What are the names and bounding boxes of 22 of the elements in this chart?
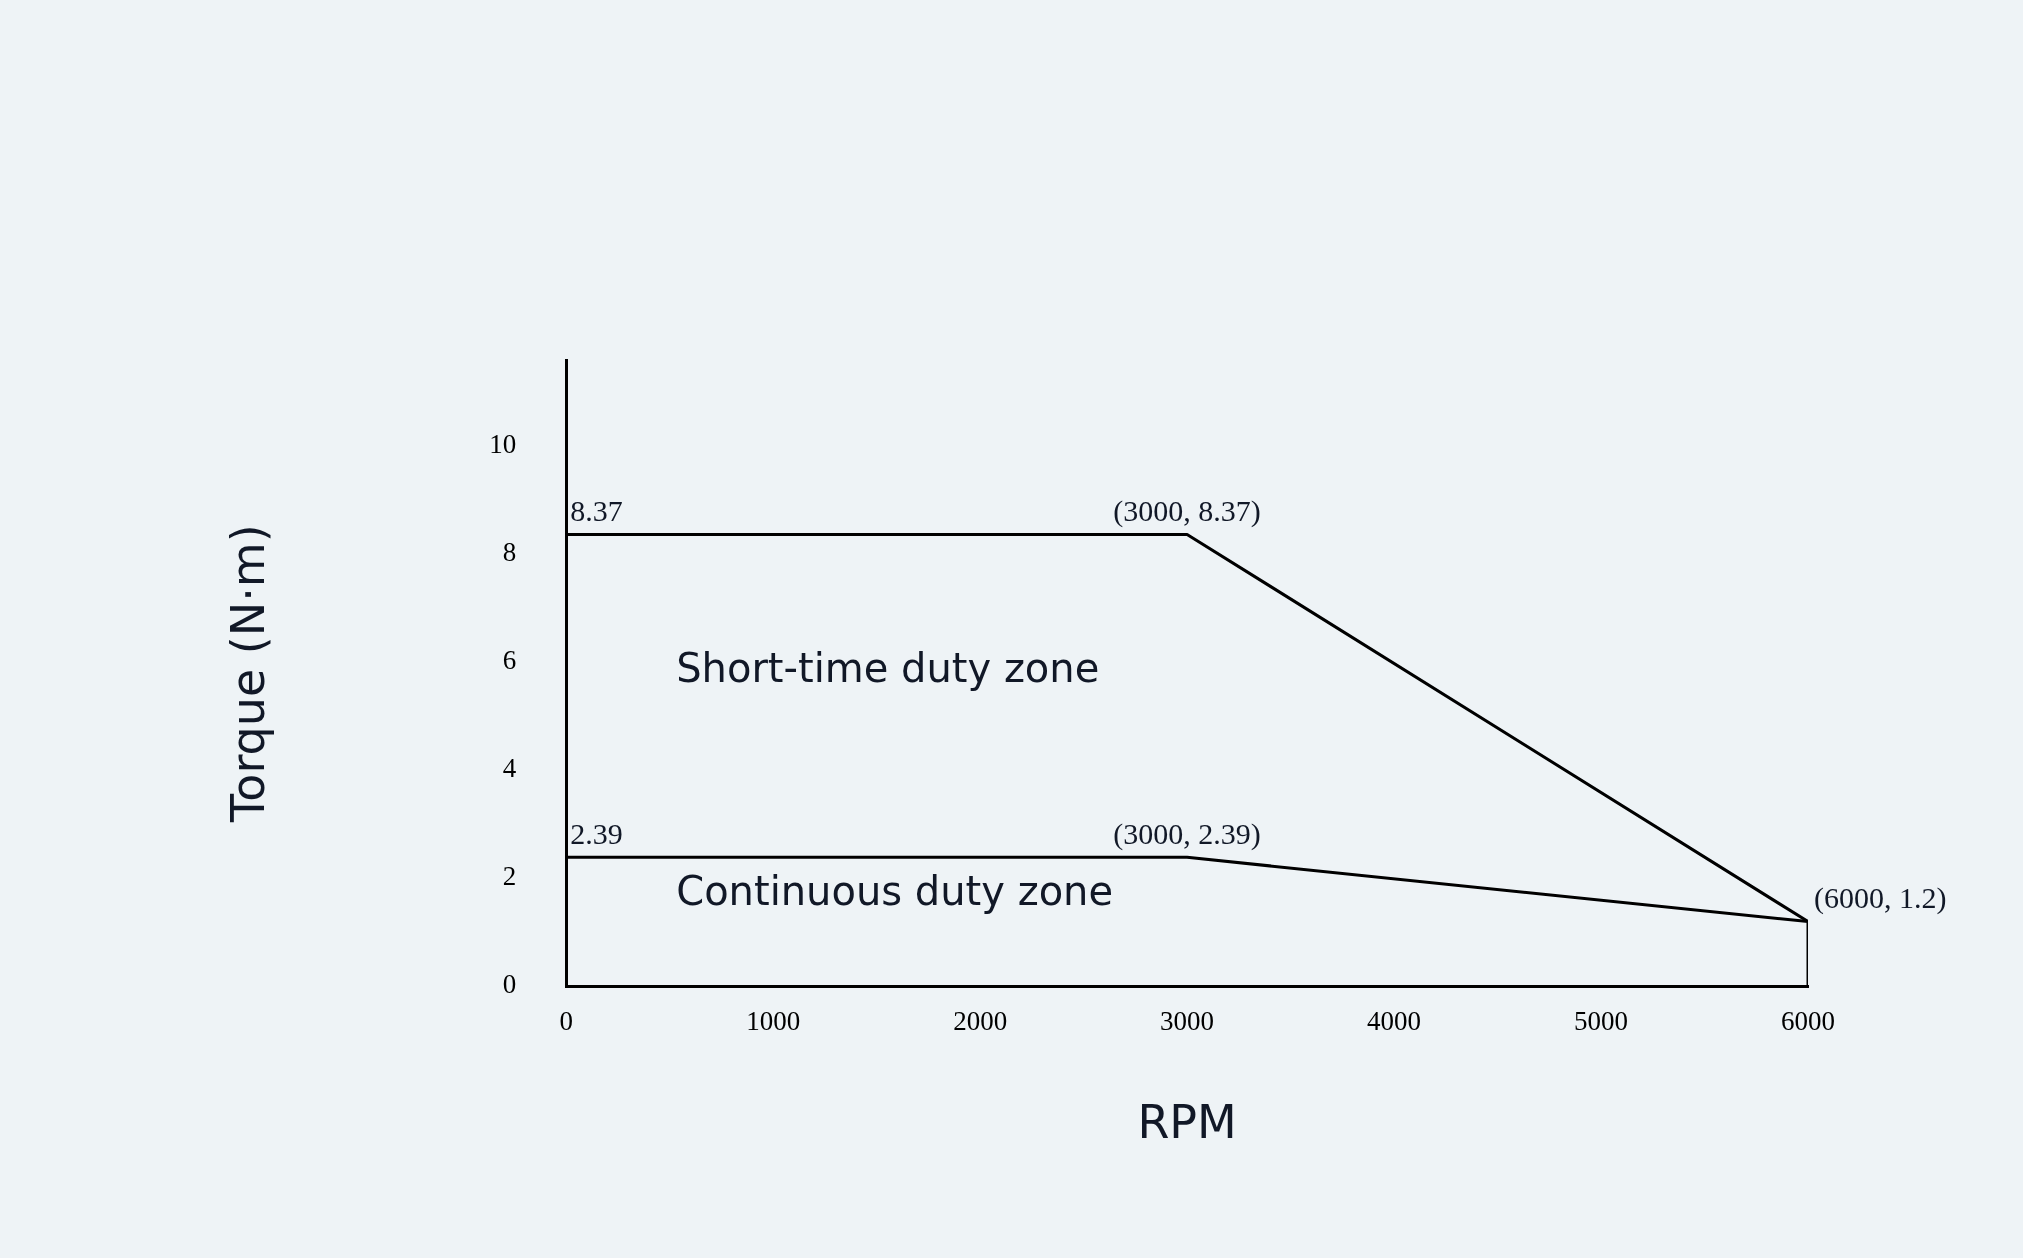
y-tick-label: 2 (502, 861, 517, 892)
annotation: Short-time duty zone (676, 645, 1100, 692)
x-tick-label: 3000 (1160, 1005, 1215, 1036)
y-tick-label: 0 (502, 969, 517, 1000)
x-tick-label: 0 (559, 1005, 573, 1036)
annotation: 2.39 (570, 817, 623, 851)
y-tick-label: 6 (502, 645, 517, 676)
annotation: Continuous duty zone (676, 867, 1114, 914)
annotation: 8.37 (570, 494, 623, 528)
annotation: (3000, 8.37) (1113, 494, 1261, 529)
x-tick-label: 1000 (746, 1005, 801, 1036)
y-tick-label: 4 (502, 753, 517, 784)
x-tick-label: 4000 (1367, 1005, 1422, 1036)
x-tick-label: 6000 (1781, 1005, 1835, 1036)
y-tick-label: 10 (489, 429, 517, 460)
y-axis-title: Torque (N·m) (220, 524, 275, 823)
annotation: (3000, 2.39) (1113, 817, 1261, 852)
x-axis-title: RPM (1137, 1095, 1237, 1150)
x-tick-label: 2000 (953, 1005, 1008, 1036)
y-tick-label: 8 (502, 537, 517, 568)
annotation: (6000, 1.2) (1814, 881, 1947, 916)
x-tick-label: 5000 (1574, 1005, 1629, 1036)
